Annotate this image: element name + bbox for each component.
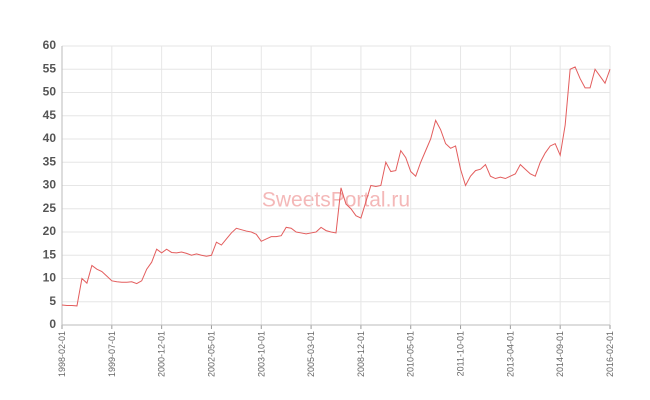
y-tick-label: 35 [43, 154, 57, 168]
y-tick-label: 30 [43, 178, 57, 192]
x-tick-label: 2005-03-01 [306, 331, 316, 377]
y-tick-label: 50 [43, 85, 57, 99]
x-tick-label: 2014-09-01 [555, 331, 565, 377]
y-tick-label: 15 [43, 247, 57, 261]
x-tick-label: 2003-10-01 [256, 331, 266, 377]
x-tick-label: 2013-04-01 [505, 331, 515, 377]
x-tick-label: 2008-12-01 [356, 331, 366, 377]
y-tick-label: 10 [43, 271, 57, 285]
y-tick-label: 60 [43, 38, 57, 52]
data-line [61, 66, 611, 307]
y-tick-label: 25 [43, 201, 57, 215]
x-tick-label: 2011-10-01 [456, 331, 466, 376]
y-tick-label: 55 [43, 61, 57, 75]
y-tick-label: 20 [43, 224, 57, 238]
x-tick-label: 2002-05-01 [206, 331, 216, 377]
y-tick-label: 0 [49, 317, 56, 331]
x-tick-label: 1999-07-01 [107, 331, 117, 377]
y-tick-label: 40 [43, 131, 57, 145]
x-tick-label: 1998-02-01 [57, 331, 67, 377]
x-tick-label: 2000-12-01 [157, 331, 167, 377]
x-tick-label: 2016-02-01 [605, 331, 615, 377]
y-tick-label: 45 [43, 108, 57, 122]
watermark: SweetsPortal.ru [262, 189, 410, 212]
y-tick-label: 5 [49, 294, 56, 308]
x-tick-label: 2010-05-01 [406, 331, 416, 377]
